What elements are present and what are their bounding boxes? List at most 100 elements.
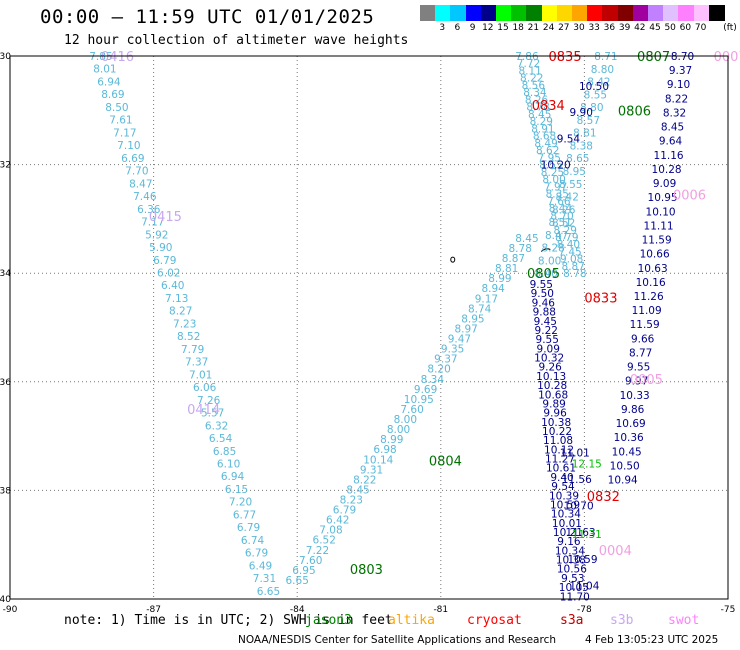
- wave-height-value: 10.05: [559, 582, 589, 594]
- wave-height-value: 7.13: [165, 293, 188, 305]
- lon-tick-label: -81: [433, 605, 448, 615]
- legend-swatch: [435, 5, 452, 21]
- wave-height-value: 10.94: [608, 475, 638, 487]
- legend-label: 45: [649, 23, 661, 33]
- legend-swatch: [541, 5, 558, 21]
- map-frame: [9, 55, 729, 600]
- wave-height-value: 7.95: [538, 152, 561, 164]
- credit-line: NOAA/NESDIS Center for Satellite Applica…: [238, 634, 556, 646]
- legend-label: 6: [454, 23, 461, 33]
- pass-id-label: 0807: [637, 50, 670, 65]
- pass-id-label: 0835: [549, 50, 582, 65]
- coastline: [450, 248, 551, 263]
- wave-height-value: 6.65: [257, 586, 280, 598]
- pass-id-label: 0804: [429, 455, 462, 470]
- wave-height-value: 8.34: [421, 374, 445, 386]
- legend-label: 36: [603, 23, 616, 33]
- wave-height-value: 8.47: [545, 230, 568, 242]
- wave-height-value: 10.12: [544, 444, 574, 456]
- wave-height-value: 8.35: [546, 189, 569, 201]
- wave-height-value: 7.97: [544, 181, 567, 193]
- wave-height-value: 10.63: [638, 263, 668, 275]
- legend-label: 50: [664, 23, 676, 33]
- wave-height-value: 8.42: [556, 192, 579, 204]
- legend-swatch: [648, 5, 664, 21]
- legend-swatch: [496, 5, 512, 21]
- wave-height-value: 7.61: [109, 115, 132, 127]
- wave-height-value: 8.95: [461, 313, 484, 325]
- wave-height-value: 7.17: [141, 217, 164, 229]
- wave-height-value: 7.66: [547, 196, 571, 208]
- wave-height-value: 9.55: [627, 362, 650, 374]
- legend-swatch: [556, 5, 573, 21]
- wave-height-value: 9.55: [530, 279, 553, 291]
- wave-height-value: 10.68: [538, 389, 568, 401]
- wave-height-value: 8.20: [427, 364, 450, 376]
- wave-height-value: 10.45: [612, 446, 642, 458]
- wave-height-value: 6.49: [249, 560, 272, 572]
- wave-height-value: 11.31: [572, 529, 602, 541]
- wave-height-value: 7.72: [517, 58, 540, 70]
- wave-height-value: 10.50: [579, 81, 609, 93]
- wave-height-value: 8.97: [454, 323, 477, 335]
- lat-tick-label: -34: [0, 269, 11, 279]
- pass-id-label: 0806: [618, 104, 651, 119]
- satellite-name: s3a: [560, 613, 584, 628]
- legend-label: 33: [588, 23, 600, 33]
- wave-height-value: 9.35: [441, 344, 464, 356]
- wave-height-value: 7.60: [299, 555, 322, 567]
- legend-label: 12: [482, 23, 494, 33]
- wave-height-value: 9.17: [475, 293, 498, 305]
- wave-height-value: 9.31: [360, 464, 383, 476]
- legend-label: 30: [573, 23, 585, 33]
- wave-height-value: 7.60: [400, 404, 423, 416]
- legend-swatch: [617, 5, 634, 21]
- wave-height-value: 7.22: [306, 545, 329, 557]
- legend-label: 24: [542, 23, 555, 33]
- wave-height-value: 10.70: [564, 501, 594, 513]
- wave-height-value: 8.27: [169, 306, 192, 318]
- map-title: 00:00 – 11:59 UTC 01/01/2025: [40, 6, 375, 28]
- wave-height-value: 8.11: [518, 65, 541, 77]
- wave-height-value: 10.66: [640, 249, 670, 261]
- wave-height-value: 8.47: [129, 178, 152, 190]
- wave-height-value: 8.68: [533, 131, 556, 143]
- wave-height-value: 11.01: [560, 447, 590, 459]
- pass-id-label: 0414: [187, 403, 220, 418]
- wave-height-value: 7.86: [515, 51, 539, 63]
- wave-height-value: 8.55: [559, 179, 582, 191]
- wave-height-value: 8.26: [552, 204, 576, 216]
- wave-height-value: 7.31: [253, 573, 276, 585]
- wave-height-value: 9.45: [534, 316, 557, 328]
- lon-tick-label: -75: [721, 605, 736, 615]
- legend-label: 21: [527, 23, 540, 33]
- wave-height-value: 8.29: [554, 225, 577, 237]
- wave-height-value: 8.79: [555, 232, 578, 244]
- lat-tick-label: -32: [0, 161, 11, 171]
- wave-height-value: 11.08: [543, 435, 573, 447]
- wave-height-value: 9.89: [542, 398, 565, 410]
- wave-height-value: 9.54: [551, 481, 575, 493]
- wave-height-value: 8.01: [93, 64, 116, 76]
- wave-height-value: 6.10: [217, 459, 240, 471]
- wave-height-value: 8.51: [548, 217, 571, 229]
- wave-height-value: 10.34: [555, 545, 585, 557]
- wave-height-value: 10.95: [404, 394, 434, 406]
- wave-height-value: 9.88: [533, 307, 556, 319]
- legend-swatch: [420, 5, 436, 21]
- wave-height-value: 11.26: [634, 291, 664, 303]
- wave-height-value: 8.26: [525, 94, 549, 106]
- wave-height-value: 8.44: [549, 203, 573, 215]
- wave-height-value: 10.28: [652, 164, 682, 176]
- wave-height-value: 9.66: [631, 333, 655, 345]
- wave-height-value: 7.45: [558, 246, 581, 258]
- wave-height-value: 9.37: [434, 354, 457, 366]
- wave-height-value: 7.20: [229, 497, 252, 509]
- pass-id-label: 0005: [630, 373, 663, 388]
- wave-height-value: 10.56: [557, 564, 587, 576]
- legend-swatch: [450, 5, 467, 21]
- wave-height-value: 9.47: [448, 334, 471, 346]
- wave-height-value: 6.98: [373, 444, 396, 456]
- legend-label: 18: [512, 23, 524, 33]
- wave-height-value: 6.77: [233, 509, 256, 521]
